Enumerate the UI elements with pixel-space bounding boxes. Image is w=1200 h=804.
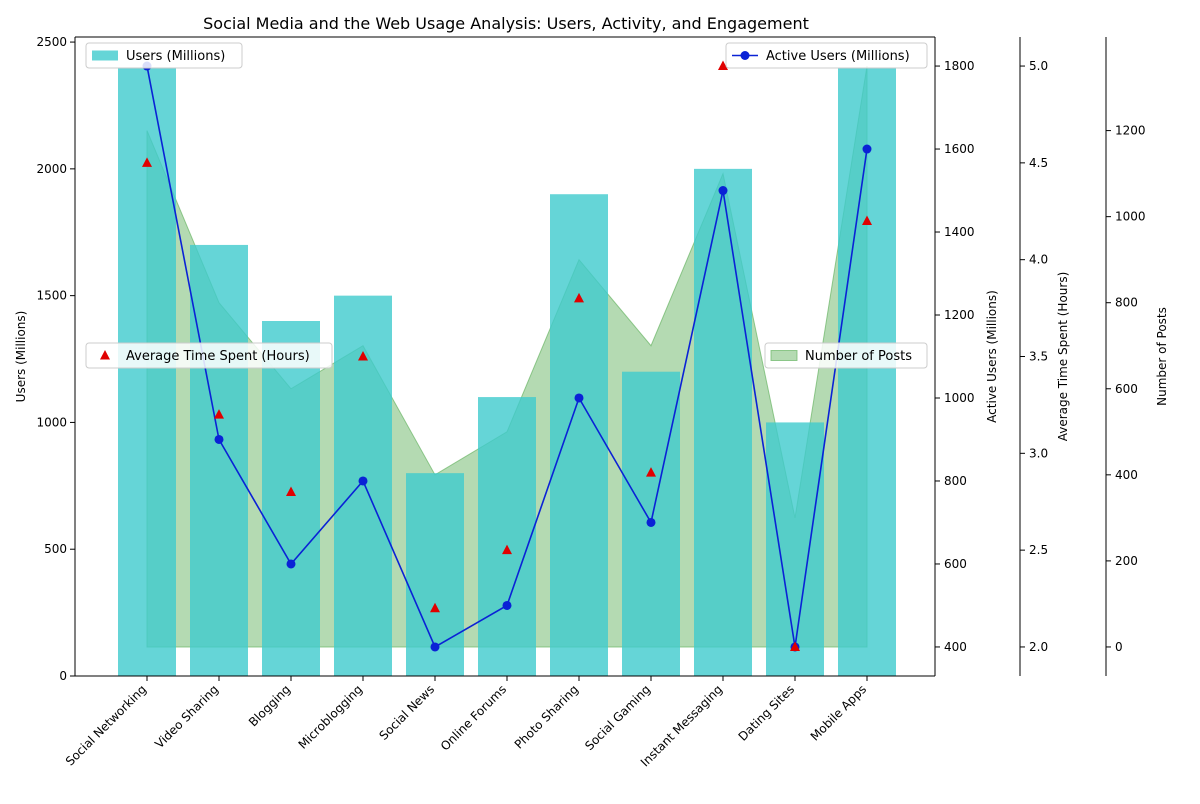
left-axis-label: Users (Millions) bbox=[14, 311, 28, 403]
right3-tick-label: 600 bbox=[1115, 382, 1138, 396]
legend-posts-frame bbox=[764, 342, 928, 369]
left-tick-label: 1000 bbox=[36, 415, 67, 429]
right3-tick-label: 1200 bbox=[1115, 124, 1146, 138]
left-tick-label: 0 bbox=[59, 669, 67, 683]
legend-active-users-swatch-marker bbox=[740, 51, 750, 60]
right1-axis-label: Active Users (Millions) bbox=[985, 290, 999, 423]
right3-axis-label: Number of Posts bbox=[1155, 307, 1169, 406]
users-bar bbox=[838, 67, 896, 676]
active-users-point bbox=[646, 517, 656, 527]
time-spent-point bbox=[214, 409, 224, 419]
x-tick-label: Dating Sites bbox=[736, 682, 797, 743]
right1-tick-label: 800 bbox=[944, 474, 967, 488]
right3-tick-label: 1000 bbox=[1115, 210, 1146, 224]
right2-tick-label: 2.5 bbox=[1029, 543, 1048, 557]
left-tick-label: 500 bbox=[44, 542, 67, 556]
active-users-point bbox=[718, 186, 728, 196]
active-users-point bbox=[214, 434, 224, 444]
x-tick-label: Social Networking bbox=[63, 682, 149, 768]
legends-layer: Users (Millions) Active Users (Millions) A… bbox=[85, 42, 928, 369]
x-tick-label: Online Forums bbox=[438, 682, 509, 753]
active-users-point bbox=[502, 600, 512, 610]
users-bar bbox=[406, 473, 464, 676]
chart-title: Social Media and the Web Usage Analysis:… bbox=[203, 14, 809, 33]
time-spent-scatter-layer bbox=[142, 60, 872, 651]
right1-tick-label: 1200 bbox=[944, 308, 975, 322]
right1-tick-label: 1000 bbox=[944, 391, 975, 405]
legend-active-users: Active Users (Millions) bbox=[725, 42, 928, 69]
left-tick-label: 2000 bbox=[36, 162, 67, 176]
right1-tick-label: 1800 bbox=[944, 59, 975, 73]
active-users-point bbox=[358, 476, 368, 486]
active-users-point bbox=[430, 642, 440, 652]
right1-tick-label: 600 bbox=[944, 557, 967, 571]
time-spent-point bbox=[718, 60, 728, 71]
right1-tick-label: 400 bbox=[944, 640, 967, 654]
time-spent-point bbox=[646, 467, 656, 477]
legend-time-spent-label: Average Time Spent (Hours) bbox=[126, 349, 310, 364]
time-spent-point bbox=[286, 486, 296, 497]
active-users-line-layer bbox=[142, 61, 872, 652]
x-tick-label: Social News bbox=[376, 682, 437, 743]
users-bar bbox=[190, 244, 248, 676]
x-tick-label: Microblogging bbox=[296, 682, 366, 752]
right2-tick-label: 3.5 bbox=[1029, 350, 1048, 364]
time-spent-point bbox=[502, 544, 512, 555]
right3-tick-label: 200 bbox=[1115, 554, 1138, 568]
users-bar bbox=[550, 194, 608, 676]
active-users-point bbox=[574, 393, 584, 403]
legend-users-swatch bbox=[92, 50, 118, 61]
users-bar bbox=[478, 397, 536, 676]
right3-tick-label: 0 bbox=[1115, 640, 1123, 654]
legend-posts-swatch bbox=[770, 350, 798, 361]
users-bar bbox=[694, 168, 752, 676]
left-tick-label: 2500 bbox=[36, 35, 67, 49]
time-spent-point bbox=[790, 641, 800, 651]
x-tick-label: Photo Sharing bbox=[512, 682, 581, 751]
right1-tick-label: 1400 bbox=[944, 225, 975, 239]
users-bars-layer bbox=[118, 67, 896, 676]
right2-tick-label: 4.5 bbox=[1029, 156, 1048, 170]
legend-active-users-frame bbox=[725, 42, 928, 69]
x-tick-label: Instant Messaging bbox=[638, 682, 725, 769]
x-tick-label: Social Gaming bbox=[582, 682, 653, 753]
right2-tick-label: 3.0 bbox=[1029, 446, 1048, 460]
legend-posts: Number of Posts bbox=[764, 342, 928, 369]
right3-tick-label: 800 bbox=[1115, 296, 1138, 310]
users-bar bbox=[766, 422, 824, 676]
legend-users-label: Users (Millions) bbox=[126, 49, 225, 64]
legend-time-spent-frame bbox=[85, 342, 333, 369]
time-spent-point bbox=[358, 351, 368, 361]
x-tick-label: Mobile Apps bbox=[808, 682, 869, 743]
legend-users-frame bbox=[85, 42, 243, 69]
legend-active-users-label: Active Users (Millions) bbox=[766, 49, 910, 64]
right1-tick-label: 1600 bbox=[944, 142, 975, 156]
left-tick-label: 1500 bbox=[36, 289, 67, 303]
users-bar bbox=[262, 321, 320, 676]
time-spent-point bbox=[430, 602, 440, 613]
right2-axis-label: Average Time Spent (Hours) bbox=[1056, 272, 1070, 442]
active-users-point bbox=[286, 559, 296, 569]
right3-tick-label: 400 bbox=[1115, 468, 1138, 482]
time-spent-point bbox=[574, 292, 584, 303]
x-tick-label: Blogging bbox=[246, 682, 293, 729]
legend-users: Users (Millions) bbox=[85, 42, 243, 69]
legend-time-spent-swatch bbox=[100, 350, 110, 360]
active-users-point bbox=[862, 144, 872, 154]
x-tick-label: Video Sharing bbox=[152, 682, 221, 751]
right2-tick-label: 2.0 bbox=[1029, 640, 1048, 654]
legend-posts-label: Number of Posts bbox=[805, 349, 912, 364]
legend-time-spent: Average Time Spent (Hours) bbox=[85, 342, 333, 369]
right2-tick-label: 4.0 bbox=[1029, 253, 1048, 267]
time-spent-point bbox=[142, 157, 152, 167]
right2-tick-label: 5.0 bbox=[1029, 59, 1048, 73]
time-spent-point bbox=[862, 215, 872, 225]
